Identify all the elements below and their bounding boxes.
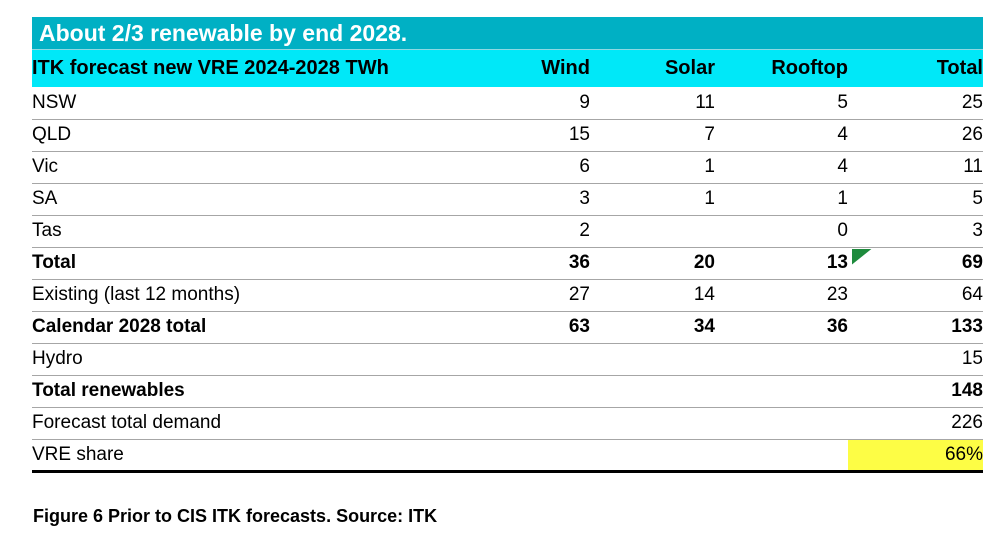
cell-rooftop: 1 <box>837 188 848 209</box>
cell-total: 11 <box>963 156 983 177</box>
cell-solar: 14 <box>693 284 715 305</box>
table-row: NSW 9 11 5 25 <box>32 87 983 119</box>
cell-total: 226 <box>951 412 983 433</box>
header-wind: Wind <box>541 57 590 79</box>
cell-wind <box>462 375 590 407</box>
table-title: About 2/3 renewable by end 2028. <box>32 17 983 50</box>
cell-rooftop <box>715 407 848 439</box>
table-row: Total 36 20 13 69 <box>32 247 983 279</box>
cell-rooftop <box>715 343 848 375</box>
table-row: QLD 15 7 4 26 <box>32 119 983 151</box>
cell-rooftop <box>715 375 848 407</box>
cell-wind: 63 <box>568 316 590 337</box>
cell-wind <box>462 407 590 439</box>
cell-total: 64 <box>961 284 983 305</box>
cell-total: 3 <box>972 220 983 241</box>
header-rooftop: Rooftop <box>771 57 848 79</box>
row-label: NSW <box>32 91 77 113</box>
cell-wind: 3 <box>579 188 590 209</box>
cell-solar <box>590 407 715 439</box>
table-row: Calendar 2028 total 63 34 36 133 <box>32 311 983 343</box>
cell-total: 26 <box>961 124 983 145</box>
table-row: Tas 2 0 3 <box>32 215 983 247</box>
cell-wind: 36 <box>568 252 590 273</box>
table-row: Vic 6 1 4 11 <box>32 151 983 183</box>
cell-wind: 9 <box>579 91 590 113</box>
cell-rooftop: 4 <box>837 124 848 145</box>
row-label: Vic <box>32 156 59 177</box>
table-header-row: ITK forecast new VRE 2024-2028 TWh Wind … <box>32 50 983 87</box>
figure-caption: Figure 6 Prior to CIS ITK forecasts. Sou… <box>33 506 438 526</box>
table-row: Total renewables 148 <box>32 375 983 407</box>
cell-wind: 15 <box>568 124 590 145</box>
cell-total: 69 <box>848 247 983 279</box>
cell-wind: 2 <box>579 220 590 241</box>
cell-rooftop: 5 <box>837 91 848 113</box>
cell-total: 5 <box>972 188 983 209</box>
row-label: Total <box>32 252 76 273</box>
row-label: VRE share <box>32 443 124 465</box>
row-label: Total renewables <box>32 380 185 401</box>
cell-solar: 11 <box>695 91 715 113</box>
row-label: QLD <box>32 124 72 145</box>
cell-rooftop <box>715 439 848 471</box>
row-label: SA <box>32 188 58 209</box>
header-solar: Solar <box>664 57 715 79</box>
green-corner-flag-icon <box>852 248 872 265</box>
cell-total: 25 <box>961 91 983 113</box>
cell-solar <box>590 439 715 471</box>
table-row: Existing (last 12 months) 27 14 23 64 <box>32 279 983 311</box>
row-label: Calendar 2028 total <box>32 316 207 337</box>
cell-total: 148 <box>951 380 983 401</box>
cell-rooftop: 23 <box>826 284 848 305</box>
table-body: NSW 9 11 5 25 QLD 15 7 4 26 Vic 6 1 4 11 SA 3 1 1 5 Tas 2 0 3 To… <box>32 87 983 471</box>
row-label: Forecast total demand <box>32 412 222 433</box>
cell-solar: 20 <box>693 252 715 273</box>
header-total: Total <box>936 57 983 79</box>
cell-total: 15 <box>961 348 983 369</box>
cell-solar <box>590 343 715 375</box>
cell-total: 133 <box>951 316 983 337</box>
table-row: Hydro 15 <box>32 343 983 375</box>
cell-rooftop: 4 <box>837 156 848 177</box>
row-label: Tas <box>32 220 62 241</box>
cell-solar: 1 <box>704 156 715 177</box>
row-label: Existing (last 12 months) <box>32 284 241 305</box>
table-row: VRE share 66% <box>32 439 983 471</box>
data-table: ITK forecast new VRE 2024-2028 TWh Wind … <box>32 50 983 473</box>
header-label: ITK forecast new VRE 2024-2028 TWh <box>32 57 389 79</box>
cell-wind <box>462 439 590 471</box>
cell-rooftop: 36 <box>826 316 848 337</box>
cell-solar: 34 <box>693 316 715 337</box>
table-row: Forecast total demand 226 <box>32 407 983 439</box>
cell-wind: 6 <box>579 156 590 177</box>
cell-solar: 1 <box>704 188 715 209</box>
cell-rooftop: 13 <box>826 252 848 273</box>
row-label: Hydro <box>32 348 83 369</box>
table-row: SA 3 1 1 5 <box>32 183 983 215</box>
cell-solar <box>590 375 715 407</box>
cell-solar <box>590 215 715 247</box>
vre-forecast-table: About 2/3 renewable by end 2028. ITK for… <box>32 17 983 473</box>
cell-total: 66% <box>848 439 983 471</box>
cell-rooftop: 0 <box>837 220 848 241</box>
cell-wind: 27 <box>568 284 590 305</box>
cell-solar: 7 <box>704 124 715 145</box>
cell-wind <box>462 343 590 375</box>
